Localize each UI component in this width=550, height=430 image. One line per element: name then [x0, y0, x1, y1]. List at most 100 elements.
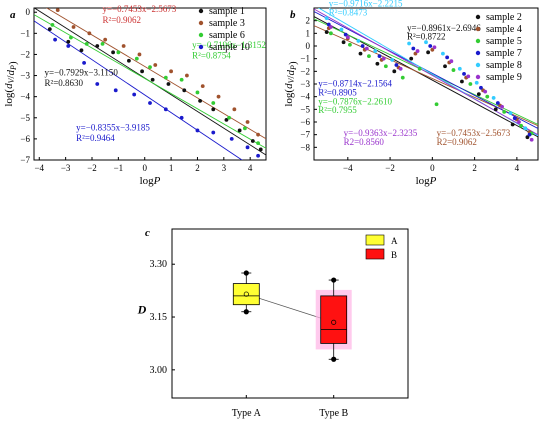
data-point [493, 107, 498, 112]
data-point [468, 82, 473, 86]
data-point [153, 63, 158, 67]
y-tick-label: 3.00 [150, 365, 168, 376]
y-tick-label: −1 [20, 28, 30, 38]
data-point [491, 96, 496, 100]
ylabel-part: d [285, 69, 297, 75]
x-tick-label: 3 [222, 163, 227, 173]
y-tick-label: −6 [20, 134, 30, 144]
fit-annotation: R2=0.9062 [437, 137, 477, 147]
data-point [211, 101, 216, 105]
data-point [245, 145, 250, 150]
fit-annotation: R²=0.9062 [103, 15, 142, 25]
data-point [525, 135, 530, 140]
ylabel-part: d [3, 83, 15, 89]
data-point [449, 59, 454, 64]
x-tick-label: Type B [319, 408, 348, 419]
data-point [50, 22, 55, 27]
ylabel-part: / [5, 75, 17, 79]
legend-label: sample 1 [209, 6, 245, 17]
x-tick-label: 4 [248, 163, 253, 173]
x-tick-label: 4 [515, 163, 520, 173]
data-point [457, 66, 462, 71]
y-tick-label: −4 [300, 92, 310, 102]
data-point [394, 63, 399, 67]
fit-lines [34, 8, 266, 160]
ylabel-part: V [7, 77, 16, 83]
x-tick-label: −1 [114, 163, 124, 173]
x-tick-label: 1 [169, 163, 174, 173]
legend-label: sample 5 [486, 36, 522, 47]
data-point [407, 41, 411, 46]
data-point [329, 25, 333, 29]
fit-lines [314, 8, 538, 142]
x-tick-label: 0 [142, 163, 147, 173]
data-point [381, 56, 386, 61]
y-axis-label: log(dV/dP) [3, 61, 19, 107]
data-point [150, 77, 155, 82]
ylabel-part: log( [283, 89, 295, 107]
x-tick-label: −4 [34, 163, 44, 173]
legend-marker [198, 32, 204, 38]
legend-label: sample 3 [209, 18, 245, 29]
fit-annotation: y=−0.9716x−2.2215 [329, 0, 403, 9]
data-point [424, 40, 428, 45]
y-tick-label: 3.30 [150, 259, 168, 270]
data-point [432, 45, 437, 50]
data-point [523, 126, 528, 131]
data-point [69, 35, 73, 40]
data-point [195, 90, 200, 95]
plot-frame [171, 228, 409, 399]
data-point [512, 116, 517, 121]
data-point [360, 44, 365, 48]
y-tick-label: −3 [20, 71, 30, 81]
data-point [84, 41, 89, 46]
data-point [527, 132, 532, 137]
data-point [502, 109, 507, 114]
data-point [66, 44, 71, 48]
data-point [441, 51, 445, 56]
legend-swatch [365, 234, 385, 246]
y-tick-label: 2 [306, 16, 311, 26]
data-point [245, 120, 250, 124]
data-point [127, 58, 131, 63]
fit-annotation: y=−0.9363x−2.3235 [344, 128, 418, 138]
y-tick-label: 1 [306, 28, 311, 38]
x-tick-label: −2 [385, 163, 395, 173]
legend-label: sample 4 [486, 24, 522, 35]
y-tick-label: −4 [20, 92, 30, 102]
y-axis-label: D [137, 303, 147, 317]
data-point [116, 50, 121, 55]
fit-line [45, 8, 266, 140]
data-point [383, 64, 388, 69]
ylabel-part: ) [287, 61, 299, 65]
legend-label: sample 9 [486, 72, 522, 83]
data-point [426, 50, 431, 55]
data-point [55, 8, 60, 13]
fit-annotation: y=−0.7453x−2.5673 [103, 4, 177, 14]
data-point [375, 61, 380, 66]
fit-annotation: R²=0.8722 [407, 32, 446, 42]
x-tick-label: 0 [430, 163, 435, 173]
data-point [373, 49, 378, 53]
y-tick-label: 0 [306, 41, 311, 51]
data-point [53, 37, 57, 42]
y-tick-label: −8 [300, 142, 310, 152]
data-point [479, 85, 483, 90]
data-point [148, 65, 152, 70]
legend-marker [198, 8, 204, 14]
panel-label-a: a [10, 9, 16, 21]
data-point [409, 56, 414, 61]
legend-label: sample 10 [209, 42, 250, 53]
data-point [232, 107, 237, 112]
x-tick-label: 2 [195, 163, 200, 173]
data-point [324, 30, 329, 34]
legend-label: sample 8 [486, 60, 522, 71]
legend-marker [475, 50, 481, 56]
data-point [417, 66, 422, 71]
legend-label: sample 7 [486, 48, 522, 59]
ylabel-part: P [289, 65, 298, 71]
data-point [483, 89, 488, 94]
ylabel-part: d [283, 83, 295, 89]
data-point [256, 141, 260, 146]
